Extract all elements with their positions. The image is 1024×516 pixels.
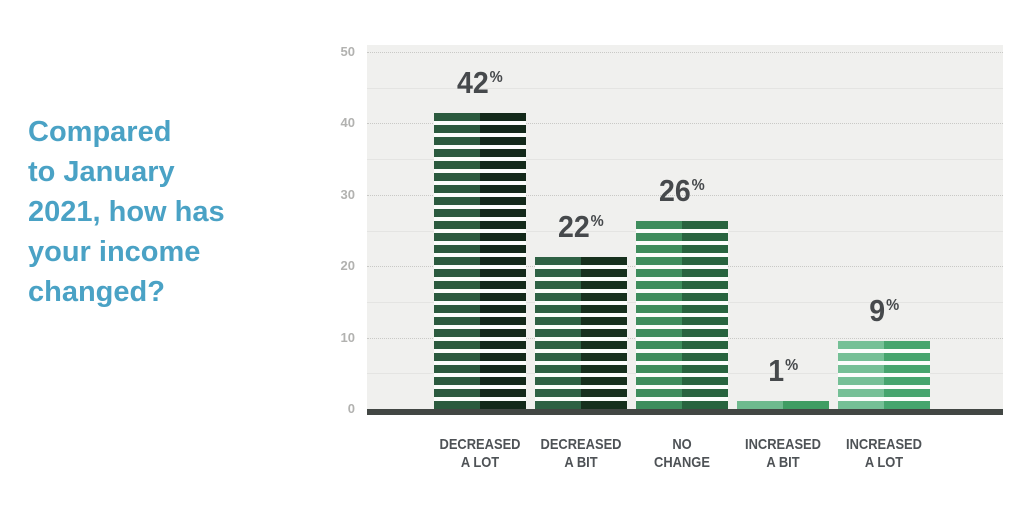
category-label-increased-a-bit: INCREASED A BIT — [718, 436, 848, 472]
x-axis-line — [367, 409, 1003, 415]
category-label-line: INCREASED — [744, 436, 821, 453]
title-line: changed? — [28, 276, 165, 308]
category-label-decreased-a-lot: DECREASED A LOT — [415, 436, 545, 472]
value-label-text: 26% — [659, 173, 705, 208]
y-axis-tick-label-40: 40 — [340, 115, 355, 131]
y-axis-tick-label-10: 10 — [340, 329, 355, 345]
value-label-text: 42% — [457, 65, 503, 100]
category-label-line: DECREASED — [540, 436, 622, 453]
major-gridline-30 — [367, 194, 1003, 196]
bar-decreased-a-lot — [434, 113, 526, 409]
percent-sign: % — [489, 69, 503, 86]
bar-no-change — [636, 221, 728, 409]
category-label-line: A BIT — [564, 454, 598, 471]
category-label-line: INCREASED — [845, 436, 922, 453]
title-line: 2021, how has — [28, 196, 225, 228]
minor-gridline-35 — [367, 159, 1003, 161]
category-label-line: CHANGE — [654, 454, 710, 471]
bar-increased-a-lot — [838, 341, 930, 409]
title-line: your income — [28, 236, 201, 268]
category-label-line: DECREASED — [439, 436, 521, 453]
percent-sign: % — [590, 213, 604, 230]
title-line: Compared — [28, 116, 172, 148]
percent-sign: % — [885, 297, 899, 314]
y-axis-tick-label-0: 0 — [347, 401, 355, 416]
category-label-line: A LOT — [460, 454, 500, 471]
value-label-text: 1% — [768, 353, 798, 388]
y-axis-tick-label-50: 50 — [340, 44, 355, 59]
category-label-line: A LOT — [864, 454, 904, 471]
percent-sign: % — [691, 177, 705, 194]
category-label-increased-a-lot: INCREASED A LOT — [819, 436, 949, 472]
minor-gridline-45 — [367, 87, 1003, 89]
major-gridline-40 — [367, 123, 1003, 125]
category-label-line: A BIT — [766, 454, 800, 471]
category-label-decreased-a-bit: DECREASED A BIT — [516, 436, 646, 472]
major-gridline-50 — [367, 52, 1003, 53]
value-label-text: 9% — [869, 293, 899, 328]
value-label-increased-a-lot: 9% — [824, 293, 944, 333]
bar-increased-a-bit — [737, 401, 829, 409]
value-label-no-change: 26% — [622, 173, 742, 213]
y-axis-tick-label-30: 30 — [340, 186, 355, 202]
value-label-text: 22% — [558, 209, 604, 244]
y-axis-tick-label-20: 20 — [340, 258, 355, 274]
value-label-decreased-a-lot: 42% — [420, 65, 540, 105]
category-label-no-change: NO CHANGE — [617, 436, 747, 472]
title-line: to January — [28, 156, 175, 188]
chart-question-title: Compared to January 2021, how has your inco… — [28, 112, 328, 312]
value-label-decreased-a-bit: 22% — [521, 209, 641, 249]
category-label-line: NO — [672, 436, 692, 453]
bar-decreased-a-bit — [535, 257, 627, 409]
value-label-increased-a-bit: 1% — [723, 353, 843, 393]
percent-sign: % — [784, 357, 798, 374]
